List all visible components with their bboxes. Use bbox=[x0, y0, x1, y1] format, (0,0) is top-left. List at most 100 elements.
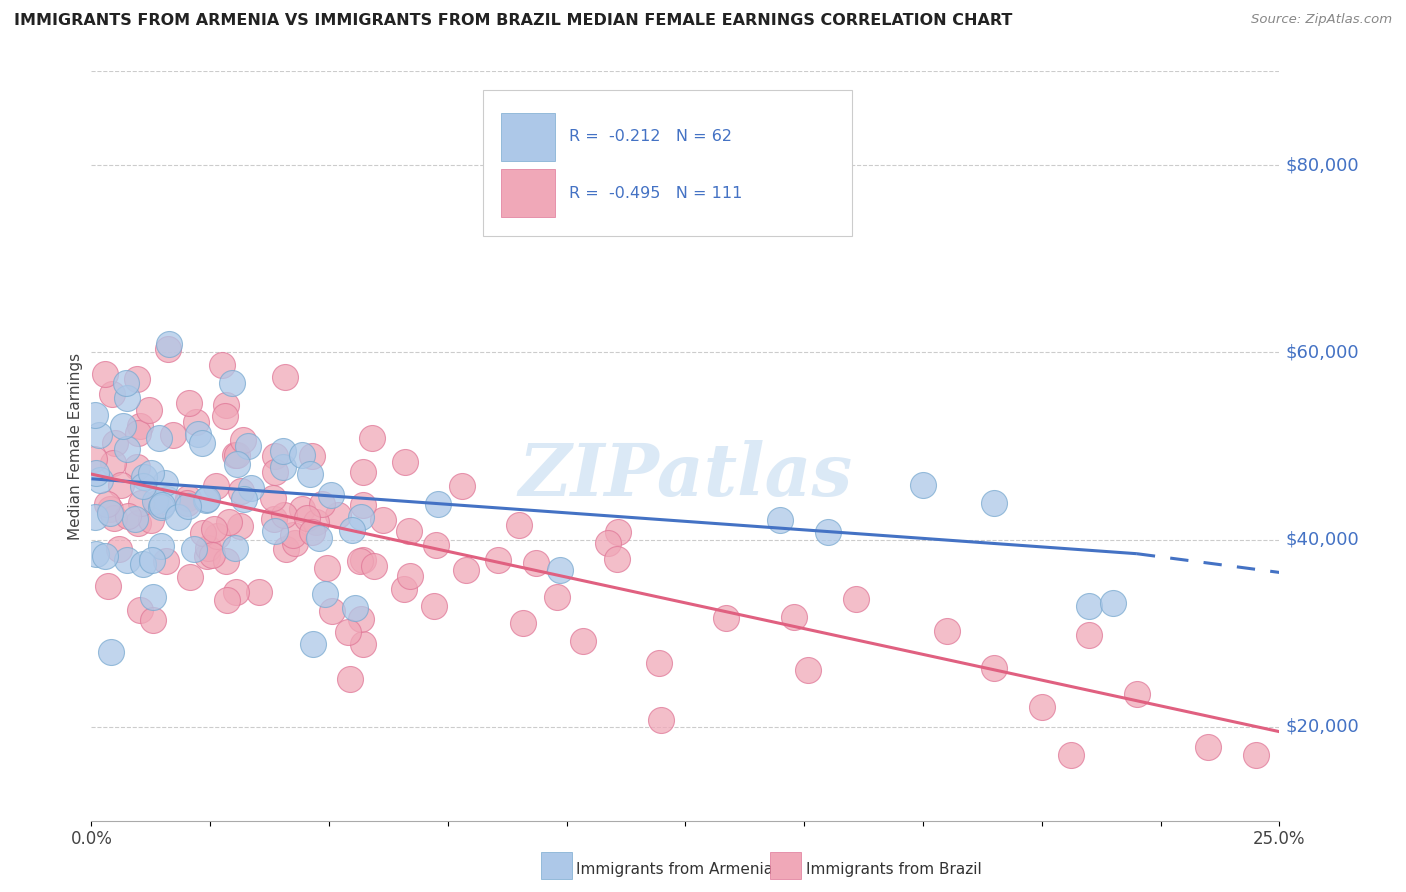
Point bbox=[935, 624, 957, 638]
Point bbox=[301, 449, 323, 463]
Point bbox=[247, 584, 270, 599]
Point bbox=[191, 526, 214, 541]
Point bbox=[155, 554, 177, 568]
Point bbox=[232, 434, 254, 448]
Point bbox=[328, 508, 350, 523]
Point bbox=[183, 541, 205, 556]
Point bbox=[141, 553, 163, 567]
Point bbox=[127, 425, 149, 440]
Point bbox=[197, 541, 219, 556]
Point bbox=[202, 522, 225, 536]
Point bbox=[138, 403, 160, 417]
Point bbox=[394, 455, 416, 469]
Bar bbox=[502, 169, 555, 218]
Point bbox=[1078, 628, 1101, 642]
Point bbox=[187, 426, 209, 441]
Point bbox=[274, 369, 297, 384]
Point bbox=[714, 611, 737, 625]
Point bbox=[205, 479, 228, 493]
Point bbox=[983, 496, 1005, 510]
Point bbox=[205, 529, 228, 543]
Point bbox=[162, 427, 184, 442]
Point bbox=[218, 515, 240, 529]
Point bbox=[156, 342, 179, 356]
Point bbox=[1197, 739, 1219, 754]
Point bbox=[117, 509, 139, 524]
Point bbox=[398, 524, 420, 538]
Point bbox=[214, 554, 236, 568]
Point bbox=[598, 536, 620, 550]
Text: $60,000: $60,000 bbox=[1285, 343, 1360, 361]
Point bbox=[350, 612, 373, 626]
Point bbox=[179, 570, 201, 584]
Point bbox=[239, 481, 262, 495]
Point bbox=[316, 561, 339, 575]
Point bbox=[101, 387, 124, 401]
Point bbox=[142, 613, 165, 627]
Point bbox=[108, 541, 131, 556]
Point bbox=[132, 557, 155, 571]
Point bbox=[319, 488, 342, 502]
Point bbox=[264, 524, 287, 538]
Point bbox=[232, 491, 254, 506]
Point bbox=[302, 637, 325, 651]
Point bbox=[225, 584, 247, 599]
Point bbox=[392, 582, 415, 597]
Point bbox=[271, 459, 294, 474]
Point bbox=[197, 492, 219, 507]
Point bbox=[221, 376, 243, 391]
Point bbox=[336, 625, 359, 640]
Point bbox=[97, 579, 120, 593]
Point bbox=[167, 509, 190, 524]
Point bbox=[340, 524, 363, 538]
Point bbox=[769, 513, 792, 527]
Point bbox=[215, 398, 238, 412]
Point bbox=[112, 419, 135, 434]
Point bbox=[96, 497, 118, 511]
Point bbox=[284, 535, 307, 549]
Point bbox=[104, 435, 127, 450]
Point bbox=[352, 553, 374, 567]
Point bbox=[1059, 747, 1081, 762]
Point bbox=[129, 495, 152, 509]
Point bbox=[783, 609, 806, 624]
Point bbox=[215, 593, 238, 607]
Point bbox=[352, 465, 374, 479]
Point bbox=[399, 569, 422, 583]
Point bbox=[195, 549, 218, 563]
Point bbox=[305, 516, 328, 530]
Point bbox=[1126, 688, 1149, 702]
Point bbox=[297, 510, 319, 524]
Point bbox=[152, 498, 174, 512]
Point bbox=[236, 439, 259, 453]
Text: $40,000: $40,000 bbox=[1285, 531, 1360, 549]
Point bbox=[339, 672, 361, 686]
Point bbox=[100, 645, 122, 659]
Point bbox=[350, 510, 373, 524]
Point bbox=[606, 551, 628, 566]
Point bbox=[94, 368, 117, 382]
Point bbox=[508, 518, 530, 533]
Point bbox=[94, 549, 117, 563]
Text: Source: ZipAtlas.com: Source: ZipAtlas.com bbox=[1251, 13, 1392, 27]
Point bbox=[371, 513, 394, 527]
Point bbox=[1102, 596, 1125, 610]
Point bbox=[648, 656, 671, 670]
Point bbox=[283, 528, 305, 542]
Point bbox=[422, 599, 444, 613]
Point bbox=[117, 442, 139, 457]
Point bbox=[142, 591, 165, 605]
Point bbox=[214, 409, 236, 424]
Point bbox=[229, 518, 252, 533]
Point bbox=[141, 466, 163, 480]
Point bbox=[1244, 747, 1267, 762]
Point bbox=[83, 452, 105, 467]
Text: Immigrants from Armenia: Immigrants from Armenia bbox=[576, 863, 773, 877]
Point bbox=[157, 337, 180, 351]
Point bbox=[98, 506, 121, 520]
Text: ZIPatlas: ZIPatlas bbox=[519, 441, 852, 511]
Point bbox=[291, 502, 314, 516]
Point bbox=[273, 508, 295, 522]
Point bbox=[177, 499, 200, 513]
Point bbox=[201, 548, 224, 562]
